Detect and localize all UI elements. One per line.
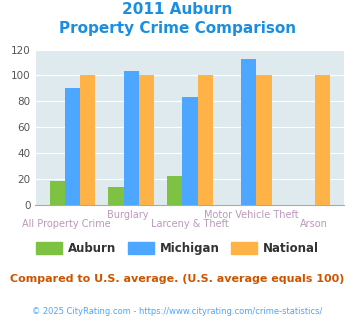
Text: Compared to U.S. average. (U.S. average equals 100): Compared to U.S. average. (U.S. average … — [10, 274, 345, 284]
Legend: Auburn, Michigan, National: Auburn, Michigan, National — [31, 237, 324, 259]
Bar — [182, 97, 198, 205]
Bar — [167, 176, 182, 205]
Text: Burglary: Burglary — [108, 210, 149, 219]
Text: © 2025 CityRating.com - https://www.cityrating.com/crime-statistics/: © 2025 CityRating.com - https://www.city… — [32, 307, 323, 316]
Bar — [139, 75, 154, 205]
Bar — [315, 75, 330, 205]
Bar — [198, 75, 213, 205]
Text: Motor Vehicle Theft: Motor Vehicle Theft — [204, 210, 299, 219]
Bar — [124, 72, 139, 205]
Bar — [241, 58, 256, 205]
Bar — [256, 75, 272, 205]
Text: Property Crime Comparison: Property Crime Comparison — [59, 21, 296, 36]
Bar — [65, 88, 80, 205]
Text: 2011 Auburn: 2011 Auburn — [122, 2, 233, 16]
Bar — [80, 75, 95, 205]
Text: All Property Crime: All Property Crime — [22, 219, 111, 229]
Text: Larceny & Theft: Larceny & Theft — [151, 219, 229, 229]
Bar — [108, 186, 124, 205]
Bar — [50, 181, 65, 205]
Text: Arson: Arson — [300, 219, 327, 229]
